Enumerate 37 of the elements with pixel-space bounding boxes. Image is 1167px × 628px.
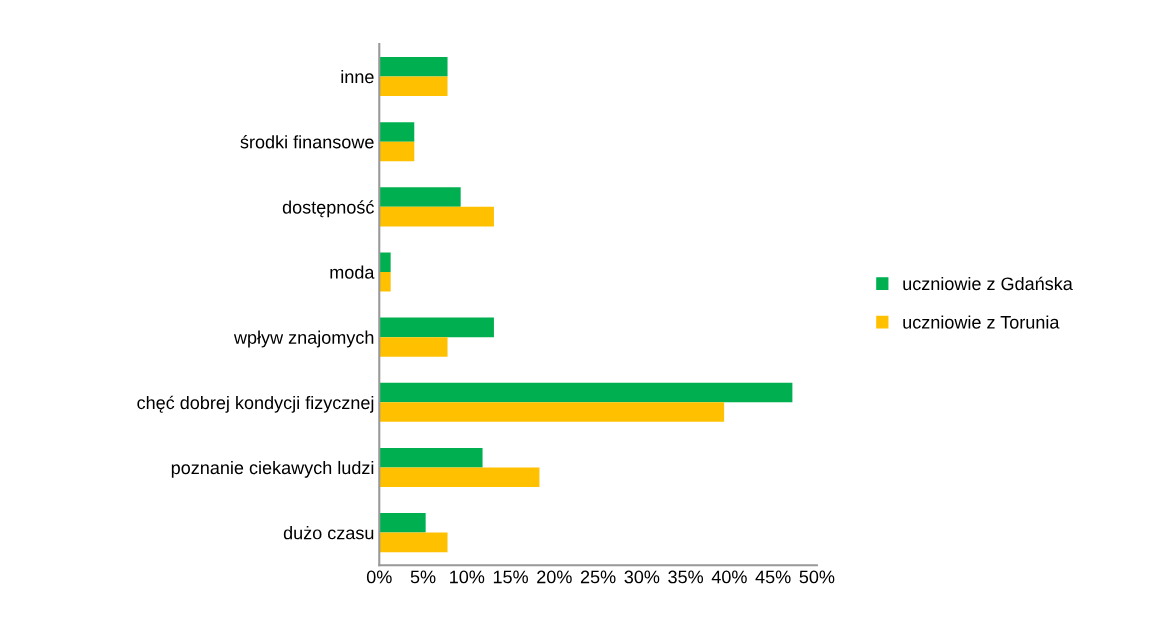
x-tick-label: 15% [493,570,528,584]
bar [379,141,415,162]
x-tick-label: 10% [450,570,485,584]
legend-label: uczniowie z Torunia [903,315,1060,329]
y-tick-label: moda [330,265,375,279]
legend-label: uczniowie z Gdańska [903,276,1073,291]
y-tick-label: wpływ znajomych [233,330,374,348]
bar [379,532,448,553]
bar [379,513,426,533]
x-tick-label: 35% [668,570,704,584]
x-tick-label: 0% [366,570,392,584]
y-tick-label: poznanie ciekawych ludzi [171,460,374,478]
bar [379,467,540,488]
y-tick-label: dostępność [282,200,374,218]
bar [379,122,415,142]
x-tick-label: 5% [410,570,436,584]
bar [379,447,483,468]
bar [379,56,448,77]
bar [379,252,391,272]
bar [379,76,448,97]
bar [379,206,494,227]
bar [379,317,494,338]
x-tick-label: 45% [755,570,791,584]
x-tick-label: 40% [711,570,747,584]
y-tick-label: środki finansowe [240,134,374,149]
bar [379,272,391,292]
bar [379,187,461,207]
y-tick-label: inne [341,70,374,84]
x-tick-label: 25% [580,570,616,584]
y-tick-label: chęć dobrej kondycji fizycznej [137,395,374,413]
x-tick-label: 50% [799,570,835,584]
x-tick-label: 30% [624,570,660,584]
y-tick-label: dużo czasu [283,526,374,540]
bar [379,337,448,357]
bar [379,402,725,422]
bar [379,382,793,403]
x-tick-label: 20% [537,570,572,584]
